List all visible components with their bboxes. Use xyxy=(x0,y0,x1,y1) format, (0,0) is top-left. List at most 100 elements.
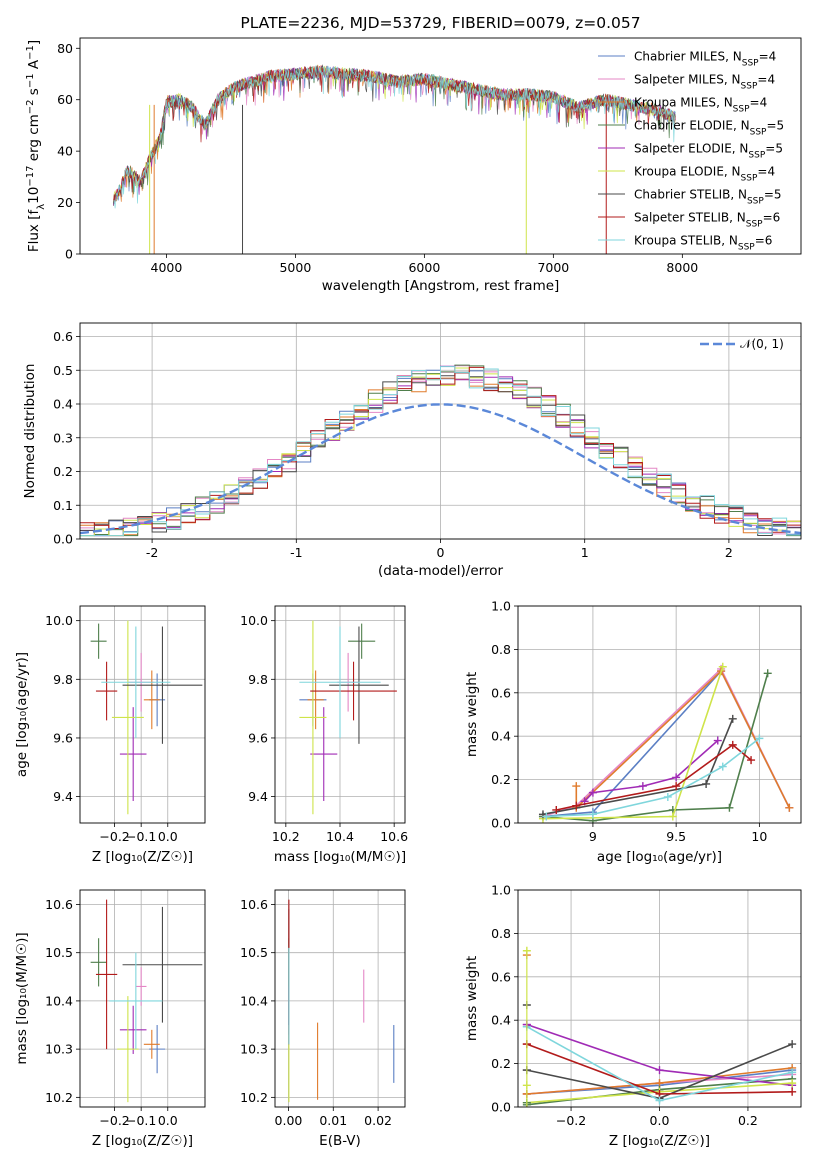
weight-marker xyxy=(542,812,551,821)
legend-sep: , N xyxy=(716,96,733,110)
mass-vs-Z-xlabel: Z [log₁₀(Z/Z☉)] xyxy=(92,1133,193,1149)
mass-vs-Z-axes: −0.2−0.1 0.0 10.2 10.3 10.4 10.5 10.6 Z [log₁₀(… xyxy=(14,889,206,1149)
legend-eq: = xyxy=(766,119,776,133)
weight-marker xyxy=(668,812,677,821)
weight-vs-Z-ytick-label: 0.2 xyxy=(491,1056,511,1071)
spectrum-ylabel-part: A xyxy=(26,59,42,73)
weight-vs-age-xtick-label: 9.5 xyxy=(666,829,686,844)
legend-eq: = xyxy=(765,142,775,156)
residuals-ytick-label: 0.5 xyxy=(53,363,73,378)
histogram-step xyxy=(80,366,801,537)
residuals-xtick-label: 0 xyxy=(437,545,445,560)
legend-eq: = xyxy=(757,165,767,179)
residuals-ylabel: Normed distribution xyxy=(22,364,38,499)
weight-marker xyxy=(655,1096,664,1105)
legend-entry: Salpeter MILES, NSSP=4 xyxy=(634,73,775,92)
mass-vs-Z-ytick-label: 10.5 xyxy=(45,945,73,960)
legend-sub: SSP xyxy=(747,197,764,207)
legend-sub: SSP xyxy=(741,82,758,92)
spectrum-xtick-label: 8000 xyxy=(666,260,698,275)
legend-eq: = xyxy=(750,96,760,110)
weight-marker xyxy=(747,756,756,765)
axes-frame xyxy=(517,889,802,1108)
legend-sep: , N xyxy=(730,188,747,202)
legend-nssp: 6 xyxy=(773,211,781,225)
spectrum-xtick-label: 7000 xyxy=(537,260,569,275)
age-vs-mass-ytick-label: 9.6 xyxy=(248,730,268,745)
mass-vs-EBV-xtick-label: 0.02 xyxy=(364,1113,392,1128)
legend-sep: , N xyxy=(729,211,746,225)
legend-series-name: Salpeter MILES xyxy=(634,73,724,87)
spectrum-ylabel-part: Flux [f xyxy=(26,209,42,253)
mass-vs-EBV-ytick-label: 10.6 xyxy=(240,897,268,912)
weight-marker xyxy=(725,803,734,812)
weight-vs-age-ytick-label: 0.0 xyxy=(491,816,511,831)
spectrum-ylabel-part: λ xyxy=(36,204,47,210)
age-vs-mass-ytick-label: 10.0 xyxy=(240,613,268,628)
mass-vs-Z-xtick-label: −0.1 xyxy=(126,1113,156,1128)
spectrum-axes: 4000 5000 6000 7000 8000 0 20 40 60 80 wavelength … xyxy=(25,14,802,294)
weight-vs-Z-xtick-label: 0.2 xyxy=(738,1113,758,1128)
legend-sub: SSP xyxy=(750,128,767,138)
mass-vs-Z-ytick-label: 10.4 xyxy=(45,993,73,1008)
legend-sep: , N xyxy=(725,50,742,64)
age-vs-Z-xtick-label: 0.0 xyxy=(158,829,178,844)
mass-vs-Z-points xyxy=(90,899,203,1103)
legend-series-name: Chabrier ELODIE xyxy=(634,119,733,133)
spectrum-xlabel: wavelength [Angstrom, rest frame] xyxy=(322,278,560,294)
legend-series-name: Kroupa MILES xyxy=(634,96,716,110)
spectrum-ytick-label: 80 xyxy=(57,41,73,56)
spectrum-ylabel-part: 10 xyxy=(26,187,42,204)
age-vs-Z-ytick-label: 9.6 xyxy=(53,730,73,745)
weight-line xyxy=(542,667,791,818)
legend-entry: Kroupa MILES, NSSP=4 xyxy=(634,96,767,115)
spectrum-title: PLATE=2236, MJD=53729, FIBERID=0079, z=0… xyxy=(240,14,640,32)
weight-marker xyxy=(788,1079,797,1088)
spectrum-ylabel-part: −17 xyxy=(25,166,36,187)
weight-marker xyxy=(663,792,672,801)
legend-nssp: 5 xyxy=(774,188,782,202)
weight-vs-Z-ytick-label: 0.4 xyxy=(491,1013,511,1028)
residuals-xtick-label: -2 xyxy=(146,545,158,560)
normal-curve xyxy=(80,403,801,535)
age-vs-mass-ytick-label: 9.4 xyxy=(248,789,268,804)
weight-vs-age-ytick-label: 0.6 xyxy=(491,685,511,700)
residuals-ytick-label: 0.0 xyxy=(53,532,73,547)
weight-marker xyxy=(718,762,727,771)
spectrum-ytick-label: 0 xyxy=(65,247,73,262)
axes-frame xyxy=(79,605,206,824)
normal-legend-label: 𝒩(0, 1) xyxy=(740,337,784,351)
spectrum-series-line xyxy=(113,65,676,203)
weight-marker xyxy=(713,736,722,745)
weight-vs-Z-ytick-label: 0.8 xyxy=(491,926,511,941)
legend-nssp: 5 xyxy=(775,142,783,156)
legend-entry: Kroupa STELIB, NSSP=6 xyxy=(634,234,772,253)
residuals-xlabel: (data-model)/error xyxy=(378,563,504,579)
spectrum-ylabel-part: −2 xyxy=(25,99,36,114)
residuals-xtick-label: -1 xyxy=(290,545,302,560)
mass-vs-EBV-axes: 0.00 0.01 0.02 10.2 10.3 10.4 10.5 10.6 E(B-V) xyxy=(240,889,406,1149)
weight-vs-age-axes: 9 9.5 10 0.0 0.2 0.4 0.6 0.8 1.0 age [log₁₀(age/y… xyxy=(464,599,802,865)
legend-nssp: 6 xyxy=(765,234,773,248)
weight-vs-Z-xlabel: Z [log₁₀(Z/Z☉)] xyxy=(609,1133,710,1149)
legend-sep: , N xyxy=(733,119,750,133)
age-vs-Z-ytick-label: 9.4 xyxy=(53,789,73,804)
age-vs-Z-xtick-label: −0.2 xyxy=(99,829,129,844)
legend-sep: , N xyxy=(724,73,741,87)
legend-series-name: Chabrier STELIB xyxy=(634,188,730,202)
weight-marker xyxy=(588,788,597,797)
legend-sep: , N xyxy=(732,142,749,156)
spectrum-ylabel-part: −1 xyxy=(25,73,36,88)
mass-vs-EBV-ytick-label: 10.2 xyxy=(240,1090,268,1105)
mass-vs-Z-xtick-label: 0.0 xyxy=(158,1113,178,1128)
weight-vs-Z-ytick-label: 0.0 xyxy=(491,1100,511,1115)
age-vs-mass-ytick-label: 9.8 xyxy=(248,672,268,687)
weight-vs-Z-axes: −0.2 0.0 0.2 0.0 0.2 0.4 0.6 0.8 1.0 Z [log₁₀(Z/Z… xyxy=(464,883,802,1149)
legend-sub: SSP xyxy=(733,105,750,115)
histogram-step xyxy=(80,366,801,533)
weight-marker xyxy=(788,1087,797,1096)
weight-marker xyxy=(655,1066,664,1075)
mass-vs-EBV-xlabel: E(B-V) xyxy=(319,1133,361,1149)
axes-frame xyxy=(79,322,802,540)
weight-marker xyxy=(785,803,794,812)
